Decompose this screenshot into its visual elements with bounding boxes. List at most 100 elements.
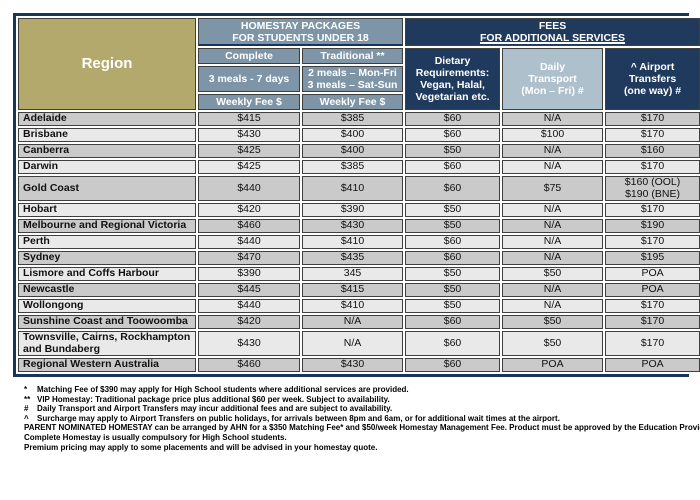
complete-fee-cell: $460 xyxy=(198,358,300,372)
region-cell: Newcastle xyxy=(18,283,196,297)
footnote-marker: ** xyxy=(24,394,31,404)
region-cell: Canberra xyxy=(18,144,196,158)
footnote-marker: ^ xyxy=(24,413,29,423)
dietary-fee-cell: $60 xyxy=(405,251,501,265)
transport-fee-cell: N/A xyxy=(502,283,604,297)
dietary-fee-cell: $60 xyxy=(405,315,501,329)
table-body: Adelaide $415 $385 $60 N/A $170 Brisbane $430 $4… xyxy=(18,112,700,372)
complete-fee-cell: $460 xyxy=(198,219,300,233)
traditional-fee-cell: $430 xyxy=(302,219,404,233)
traditional-fee-cell: $400 xyxy=(302,144,404,158)
footnote-line: * Matching Fee of $390 may apply for High… xyxy=(24,385,700,395)
complete-fee-cell: $430 xyxy=(198,128,300,142)
footnote-text: Surcharge may apply to Airport Transfers… xyxy=(37,413,560,423)
table-row: Adelaide $415 $385 $60 N/A $170 xyxy=(18,112,700,126)
daily-transport-column-header: Daily Transport (Mon – Fri) # xyxy=(502,48,604,110)
fees-group-line1: FEES xyxy=(538,20,567,32)
table-row: Townsville, Cairns, Rockhampton and Bund… xyxy=(18,331,700,356)
region-cell: Sunshine Coast and Toowoomba xyxy=(18,315,196,329)
table-row: Regional Western Australia $460 $430 $60 POA… xyxy=(18,358,700,372)
dietary-fee-cell: $50 xyxy=(405,267,501,281)
pricing-table-wrapper: Region HOMESTAY PACKAGES FOR STUDENTS UND… xyxy=(13,13,700,377)
footnotes: * Matching Fee of $390 may apply for High… xyxy=(24,385,700,452)
footnote-text: PARENT NOMINATED HOMESTAY can be arrange… xyxy=(24,423,700,433)
transport-fee-cell: N/A xyxy=(502,251,604,265)
transport-fee-cell: $50 xyxy=(502,267,604,281)
airport-fee-cell: POA xyxy=(605,283,700,297)
region-cell: Adelaide xyxy=(18,112,196,126)
complete-meals-header: 3 meals - 7 days xyxy=(198,66,300,92)
footnote-text: Matching Fee of $390 may apply for High … xyxy=(37,385,409,394)
footnote-line: # Daily Transport and Airport Transfers m… xyxy=(24,404,700,414)
dietary-fee-cell: $50 xyxy=(405,144,501,158)
transport-fee-cell: $50 xyxy=(502,315,604,329)
region-cell: Wollongong xyxy=(18,299,196,313)
transport-fee-cell: $100 xyxy=(502,128,604,142)
homestay-group-line1: HOMESTAY PACKAGES xyxy=(240,19,361,32)
pricing-table: Region HOMESTAY PACKAGES FOR STUDENTS UND… xyxy=(16,16,700,374)
fees-group-line2: FOR ADDITIONAL SERVICES xyxy=(479,32,626,44)
footnote-text: Daily Transport and Airport Transfers ma… xyxy=(37,404,393,414)
dietary-fee-cell: $60 xyxy=(405,128,501,142)
table-row: Melbourne and Regional Victoria $460 $430 $… xyxy=(18,219,700,233)
dietary-fee-cell: $60 xyxy=(405,331,501,356)
region-cell: Sydney xyxy=(18,251,196,265)
traditional-fee-cell: 345 xyxy=(302,267,404,281)
transport-fee-cell: $50 xyxy=(502,331,604,356)
region-cell: Darwin xyxy=(18,160,196,174)
complete-fee-cell: $425 xyxy=(198,144,300,158)
dietary-fee-cell: $50 xyxy=(405,219,501,233)
dietary-fee-cell: $60 xyxy=(405,160,501,174)
complete-fee-cell: $440 xyxy=(198,235,300,249)
table-row: Darwin $425 $385 $60 N/A $170 xyxy=(18,160,700,174)
airport-fee-cell: $160 (OOL) $190 (BNE) xyxy=(605,176,700,201)
header-row-groups: Region HOMESTAY PACKAGES FOR STUDENTS UND… xyxy=(18,18,700,110)
table-header: Region HOMESTAY PACKAGES FOR STUDENTS UND… xyxy=(18,18,700,110)
airport-transfers-column-header: ^ Airport Transfers (one way) # xyxy=(605,48,700,110)
traditional-fee-cell: N/A xyxy=(302,331,404,356)
header-row-meals: 3 meals - 7 days 2 meals – Mon-Fri 3 mea… xyxy=(18,66,700,92)
traditional-fee-cell: N/A xyxy=(302,315,404,329)
region-cell: Lismore and Coffs Harbour xyxy=(18,267,196,281)
footnote-line: ** VIP Homestay: Traditional package pric… xyxy=(24,395,700,405)
airport-fee-cell: $170 xyxy=(605,112,700,126)
footnote-marker: # xyxy=(24,404,29,414)
transport-fee-cell: N/A xyxy=(502,203,604,217)
complete-fee-cell: $440 xyxy=(198,176,300,201)
footnote-text: Premium pricing may apply to some placem… xyxy=(24,442,378,452)
table-row: Gold Coast $440 $410 $60 $75 $160 (OOL) $190 … xyxy=(18,176,700,201)
complete-fee-cell: $445 xyxy=(198,283,300,297)
complete-fee-cell: $470 xyxy=(198,251,300,265)
traditional-fee-cell: $385 xyxy=(302,112,404,126)
table-row: Brisbane $430 $400 $60 $100 $170 xyxy=(18,128,700,142)
traditional-weekly-fee-header: Weekly Fee $ xyxy=(302,94,404,110)
table-row: Wollongong $440 $410 $50 N/A $170 xyxy=(18,299,700,313)
traditional-fee-cell: $410 xyxy=(302,299,404,313)
airport-fee-cell: $170 xyxy=(605,203,700,217)
traditional-fee-cell: $390 xyxy=(302,203,404,217)
complete-fee-cell: $425 xyxy=(198,160,300,174)
region-cell: Melbourne and Regional Victoria xyxy=(18,219,196,233)
region-cell: Hobart xyxy=(18,203,196,217)
homestay-packages-group-header: HOMESTAY PACKAGES FOR STUDENTS UNDER 18 xyxy=(198,18,404,46)
homestay-group-line2: FOR STUDENTS UNDER 18 xyxy=(232,31,369,44)
airport-fee-cell: $170 xyxy=(605,299,700,313)
airport-fee-cell: POA xyxy=(605,267,700,281)
traditional-fee-cell: $430 xyxy=(302,358,404,372)
complete-fee-cell: $415 xyxy=(198,112,300,126)
region-cell: Perth xyxy=(18,235,196,249)
transport-fee-cell: POA xyxy=(502,358,604,372)
complete-weekly-fee-header: Weekly Fee $ xyxy=(198,94,300,110)
region-column-header: Region xyxy=(18,18,196,110)
complete-column-header: Complete xyxy=(198,48,300,64)
traditional-fee-cell: $410 xyxy=(302,235,404,249)
airport-fee-cell: POA xyxy=(605,358,700,372)
traditional-fee-cell: $410 xyxy=(302,176,404,201)
region-cell: Townsville, Cairns, Rockhampton and Bund… xyxy=(18,331,196,356)
table-row: Perth $440 $410 $60 N/A $170 xyxy=(18,235,700,249)
footnote-text: VIP Homestay: Traditional package price … xyxy=(37,394,390,404)
footnote-line: Premium pricing may apply to some placem… xyxy=(24,443,700,453)
transport-fee-cell: N/A xyxy=(502,219,604,233)
airport-fee-cell: $170 xyxy=(605,331,700,356)
dietary-fee-cell: $60 xyxy=(405,358,501,372)
